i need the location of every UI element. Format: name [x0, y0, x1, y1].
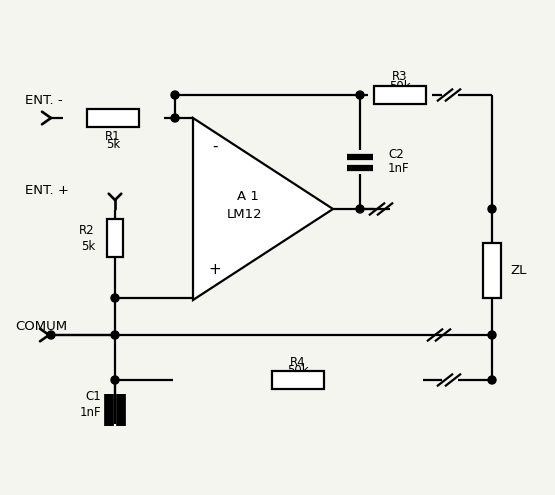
Text: -: - — [212, 139, 218, 153]
Text: 5k: 5k — [80, 240, 95, 252]
Text: A 1: A 1 — [237, 191, 259, 203]
Circle shape — [356, 205, 364, 213]
Text: 50k: 50k — [287, 364, 309, 378]
Text: 1nF: 1nF — [388, 162, 410, 176]
Text: ENT. +: ENT. + — [25, 184, 69, 197]
Text: ENT. -: ENT. - — [25, 94, 63, 106]
Circle shape — [111, 331, 119, 339]
Circle shape — [47, 331, 55, 339]
Circle shape — [356, 91, 364, 99]
Circle shape — [488, 205, 496, 213]
Circle shape — [171, 114, 179, 122]
Text: R3: R3 — [392, 70, 408, 84]
Circle shape — [111, 376, 119, 384]
Text: R4: R4 — [290, 355, 306, 368]
Circle shape — [171, 91, 179, 99]
Bar — [107, 219, 123, 257]
Text: 50k: 50k — [389, 80, 411, 93]
Circle shape — [111, 294, 119, 302]
Polygon shape — [193, 118, 333, 300]
Text: C2: C2 — [388, 148, 403, 161]
Text: COMUM: COMUM — [15, 320, 67, 334]
Text: R2: R2 — [79, 224, 95, 237]
Text: C1: C1 — [85, 390, 101, 402]
Text: +: + — [209, 262, 221, 278]
Bar — [87, 109, 139, 127]
Text: 1nF: 1nF — [79, 405, 101, 418]
Bar — [483, 243, 501, 297]
Circle shape — [488, 376, 496, 384]
Text: ZL: ZL — [510, 263, 526, 277]
Bar — [374, 86, 426, 104]
Text: LM12: LM12 — [227, 207, 263, 220]
Text: 5k: 5k — [106, 139, 120, 151]
Bar — [272, 371, 324, 389]
Text: R1: R1 — [105, 130, 121, 143]
Circle shape — [488, 331, 496, 339]
